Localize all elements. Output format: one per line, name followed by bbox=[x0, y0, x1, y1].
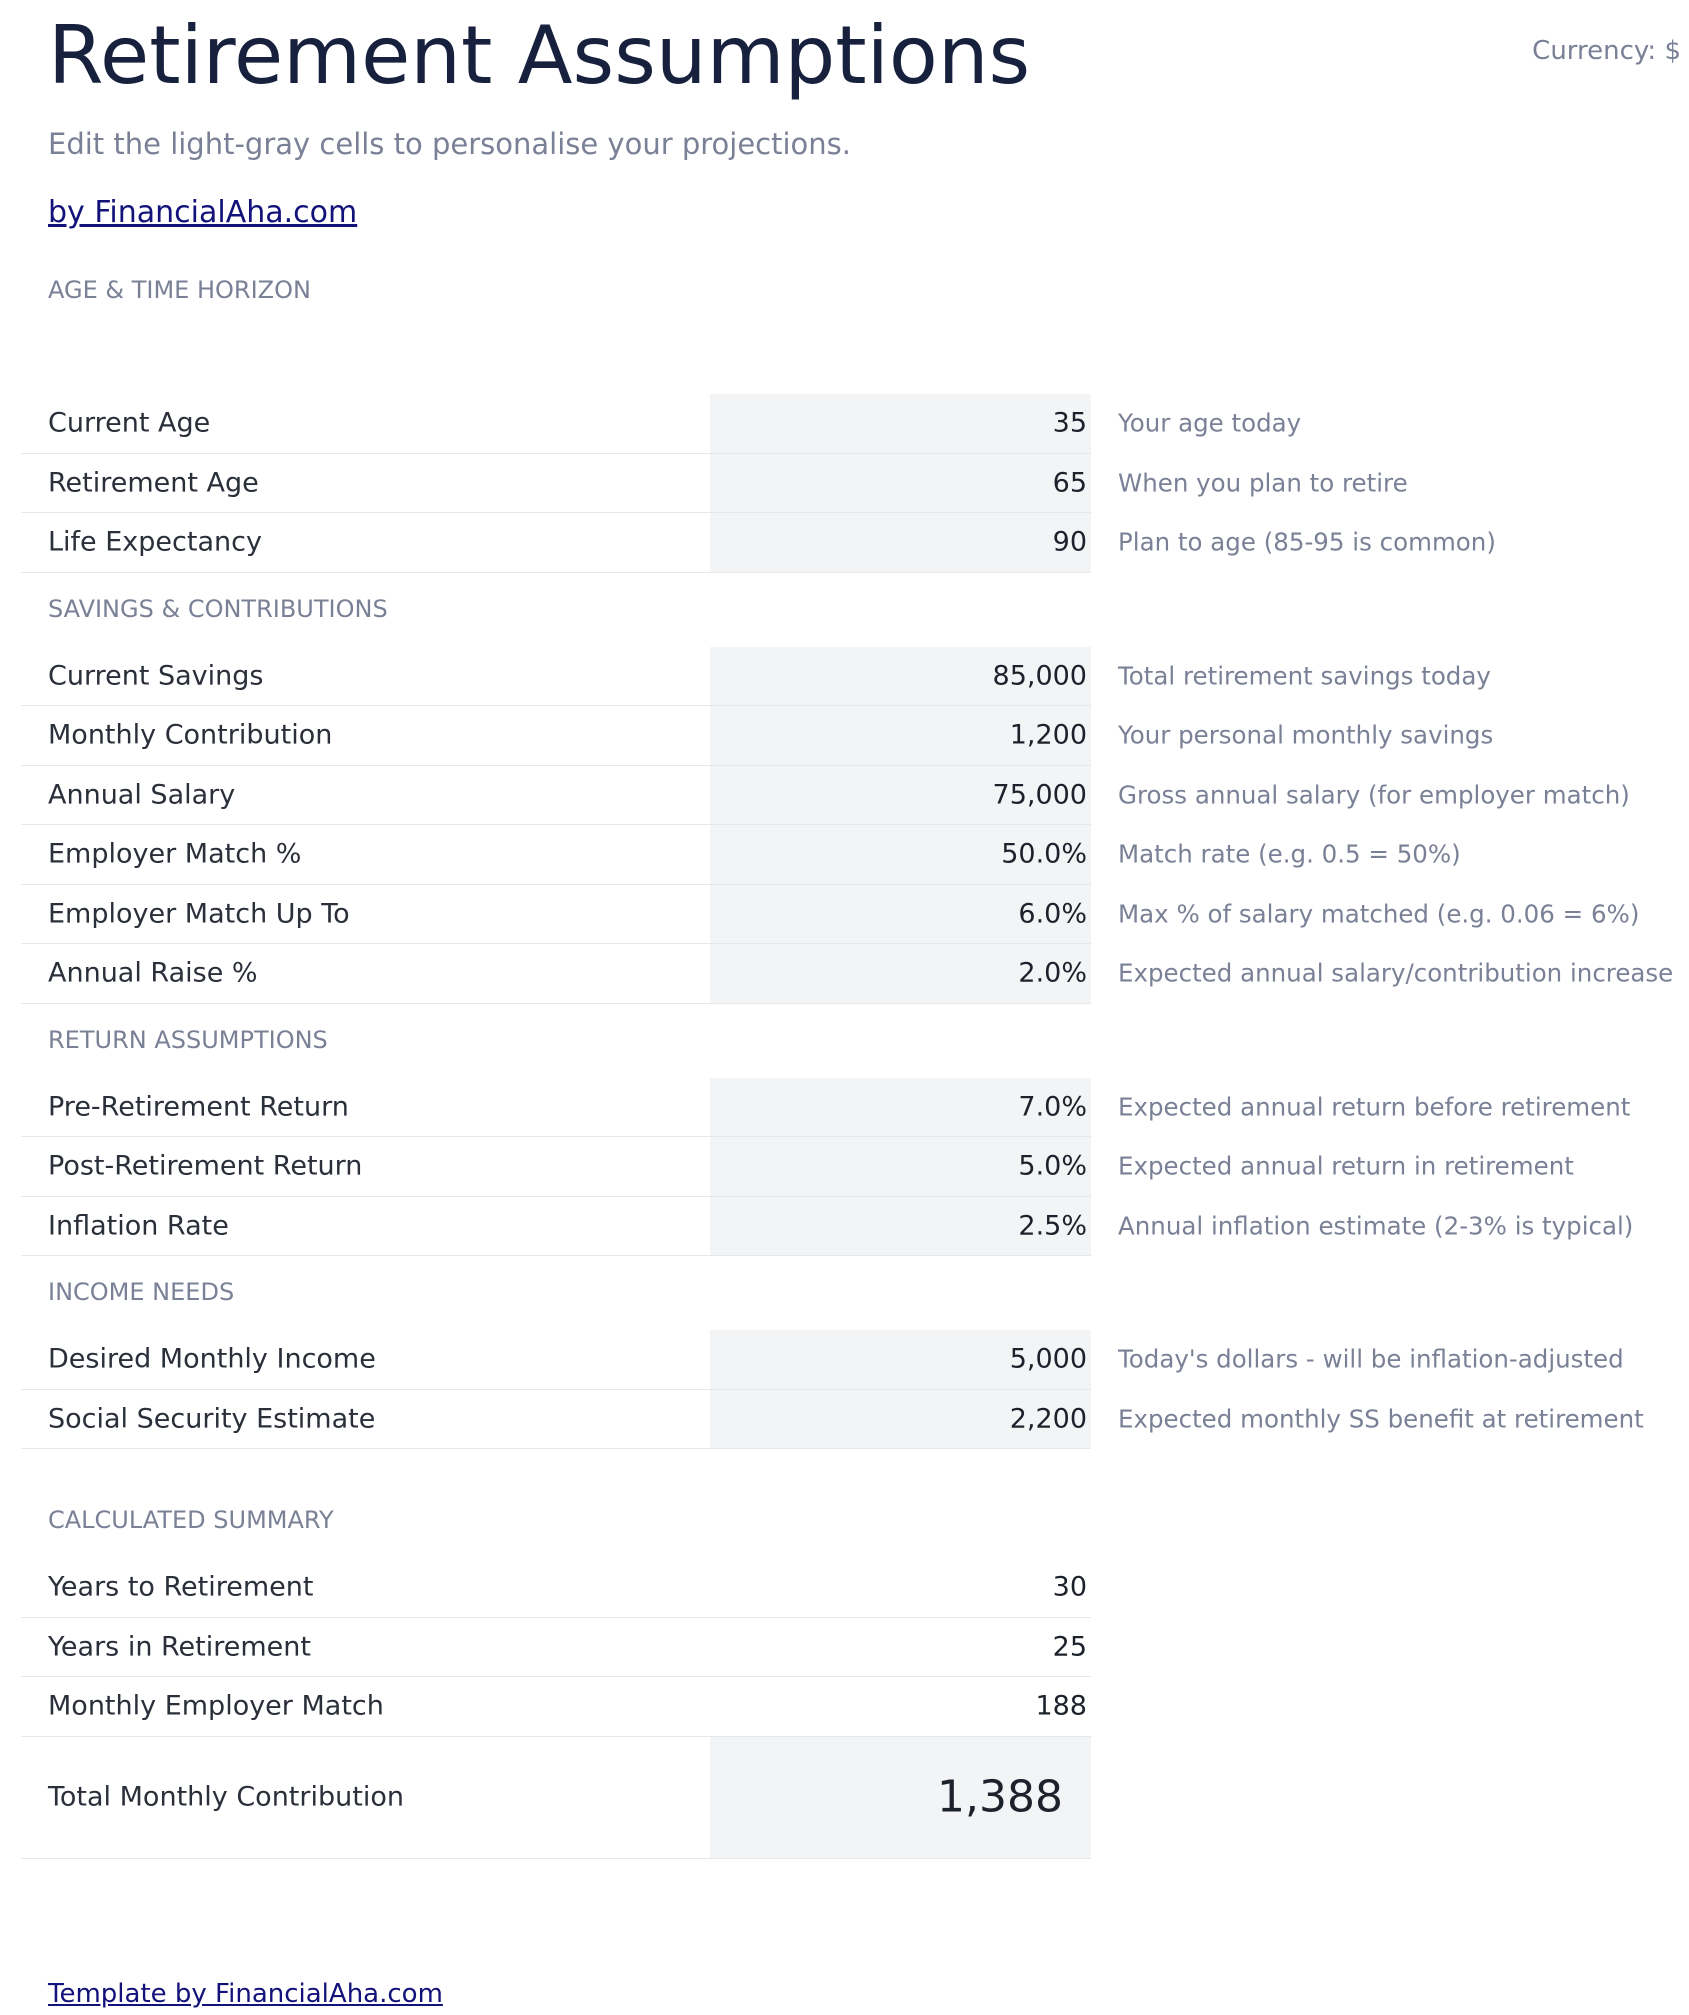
input-cell[interactable]: 75,000 bbox=[710, 765, 1091, 824]
input-cell[interactable]: 1,388 bbox=[710, 1736, 1091, 1858]
row-value: 65 bbox=[1052, 467, 1087, 499]
row-value: 1,200 bbox=[1009, 719, 1087, 751]
row-label: Social Security Estimate bbox=[48, 1403, 376, 1435]
row-note: Plan to age (85-95 is common) bbox=[1118, 527, 1496, 557]
row-label: Inflation Rate bbox=[48, 1210, 229, 1242]
row-label: Post-Retirement Return bbox=[48, 1150, 363, 1182]
row-note: Max % of salary matched (e.g. 0.06 = 6%) bbox=[1118, 899, 1640, 929]
section-header: AGE & TIME HORIZON bbox=[48, 276, 311, 304]
row-value: 2,200 bbox=[1009, 1403, 1087, 1435]
row: 6.0% Employer Match Up To Max % of salary … bbox=[21, 884, 1639, 944]
row-note: Expected monthly SS benefit at retiremen… bbox=[1118, 1404, 1644, 1434]
row-label: Total Monthly Contribution bbox=[48, 1781, 404, 1813]
row: 2.0% Annual Raise % Expected annual salary… bbox=[21, 944, 1673, 1004]
row: 7.0% Pre-Retirement Return Expected annual… bbox=[21, 1077, 1630, 1137]
row-note: Gross annual salary (for employer match) bbox=[1118, 780, 1630, 810]
row: 75,000 Annual Salary Gross annual salary (… bbox=[21, 765, 1630, 825]
row-note: Today's dollars - will be inflation-adju… bbox=[1118, 1344, 1624, 1374]
section-header: RETURN ASSUMPTIONS bbox=[48, 1025, 328, 1054]
row: 1,388 Total Monthly Contribution bbox=[21, 1736, 1091, 1859]
row-note: Expected annual salary/contribution incr… bbox=[1118, 958, 1674, 988]
input-cell[interactable]: 2.5% bbox=[710, 1196, 1091, 1255]
row-label: Current Age bbox=[48, 407, 211, 439]
row: 35 Current Age Your age today bbox=[21, 394, 1301, 454]
row-note: Expected annual return in retirement bbox=[1118, 1151, 1574, 1181]
row-value: 7.0% bbox=[1018, 1091, 1087, 1123]
row: 188 Monthly Employer Match bbox=[21, 1677, 1091, 1737]
row-value: 25 bbox=[1052, 1631, 1087, 1663]
input-cell[interactable]: 5.0% bbox=[710, 1137, 1091, 1196]
row-label: Years to Retirement bbox=[48, 1571, 314, 1603]
input-cell[interactable]: 85,000 bbox=[710, 646, 1091, 705]
header-link[interactable]: by FinancialAha.com bbox=[48, 195, 358, 230]
row: 2,200 Social Security Estimate Expected mo… bbox=[21, 1389, 1644, 1449]
row-value: 75,000 bbox=[992, 779, 1087, 811]
row-value: 1,388 bbox=[937, 1771, 1063, 1823]
input-cell[interactable]: 2.0% bbox=[710, 944, 1091, 1003]
footer-link[interactable]: Template by FinancialAha.com bbox=[48, 1979, 443, 2009]
input-cell[interactable]: 65 bbox=[710, 453, 1091, 512]
input-cell[interactable]: 90 bbox=[710, 513, 1091, 572]
row-value: 30 bbox=[1052, 1571, 1087, 1603]
row: 25 Years in Retirement bbox=[21, 1618, 1091, 1677]
row-note: Annual inflation estimate (2-3% is typic… bbox=[1118, 1211, 1634, 1241]
row-note: Your age today bbox=[1118, 408, 1302, 438]
row-note: Total retirement savings today bbox=[1118, 661, 1491, 691]
subtitle: Edit the light-gray cells to personalise… bbox=[48, 127, 852, 161]
row-value: 6.0% bbox=[1018, 898, 1087, 930]
row-value: 5,000 bbox=[1009, 1343, 1087, 1375]
row: 90 Life Expectancy Plan to age (85-95 is c… bbox=[21, 513, 1496, 573]
value-cell: 30 bbox=[710, 1558, 1091, 1617]
row: 1,200 Monthly Contribution Your personal m… bbox=[21, 706, 1493, 766]
row: 5.0% Post-Retirement Return Expected annua… bbox=[21, 1137, 1574, 1197]
input-cell[interactable]: 35 bbox=[710, 394, 1091, 453]
section-header: SAVINGS & CONTRIBUTIONS bbox=[48, 594, 388, 623]
row-value: 2.0% bbox=[1018, 957, 1087, 989]
row-label: Monthly Employer Match bbox=[48, 1690, 384, 1722]
title: Retirement Assumptions bbox=[48, 9, 1031, 102]
row-label: Annual Salary bbox=[48, 779, 236, 811]
input-cell[interactable]: 50.0% bbox=[710, 825, 1091, 884]
row: 30 Years to Retirement bbox=[21, 1558, 1091, 1618]
row-note: When you plan to retire bbox=[1118, 468, 1408, 498]
row: 50.0% Employer Match % Match rate (e.g. 0.… bbox=[21, 825, 1461, 885]
row-label: Retirement Age bbox=[48, 467, 259, 499]
input-cell[interactable]: 1,200 bbox=[710, 706, 1091, 765]
row: 85,000 Current Savings Total retirement sa… bbox=[21, 646, 1491, 706]
row-note: Your personal monthly savings bbox=[1118, 720, 1494, 750]
row-label: Desired Monthly Income bbox=[48, 1343, 376, 1375]
row-value: 35 bbox=[1052, 407, 1087, 439]
row: 5,000 Desired Monthly Income Today's dolla… bbox=[21, 1330, 1624, 1390]
row-value: 5.0% bbox=[1018, 1150, 1087, 1182]
section-header: INCOME NEEDS bbox=[48, 1278, 235, 1306]
row-value: 188 bbox=[1035, 1690, 1087, 1722]
row-label: Employer Match Up To bbox=[48, 898, 350, 930]
input-cell[interactable]: 5,000 bbox=[710, 1330, 1091, 1389]
row-label: Life Expectancy bbox=[48, 526, 262, 558]
row: 65 Retirement Age When you plan to retire bbox=[21, 453, 1408, 513]
row-note: Expected annual return before retirement bbox=[1118, 1092, 1631, 1122]
row-value: 90 bbox=[1052, 526, 1087, 558]
currency: Currency: $ bbox=[1532, 36, 1681, 66]
input-cell[interactable]: 2,200 bbox=[710, 1389, 1091, 1448]
row-label: Pre-Retirement Return bbox=[48, 1091, 349, 1123]
row-label: Monthly Contribution bbox=[48, 719, 333, 751]
row-value: 50.0% bbox=[1001, 838, 1087, 870]
input-cell[interactable]: 7.0% bbox=[710, 1077, 1091, 1136]
row-note: Match rate (e.g. 0.5 = 50%) bbox=[1118, 839, 1461, 869]
value-cell: 188 bbox=[710, 1677, 1091, 1736]
row-label: Employer Match % bbox=[48, 838, 302, 870]
row: 2.5% Inflation Rate Annual inflation estim… bbox=[21, 1196, 1633, 1256]
value-cell: 25 bbox=[710, 1618, 1091, 1677]
row-label: Annual Raise % bbox=[48, 957, 258, 989]
input-cell[interactable]: 6.0% bbox=[710, 884, 1091, 943]
row-value: 85,000 bbox=[992, 660, 1087, 692]
row-label: Current Savings bbox=[48, 660, 264, 692]
row-label: Years in Retirement bbox=[48, 1631, 311, 1663]
row-value: 2.5% bbox=[1018, 1210, 1087, 1242]
section-header: CALCULATED SUMMARY bbox=[48, 1506, 334, 1534]
